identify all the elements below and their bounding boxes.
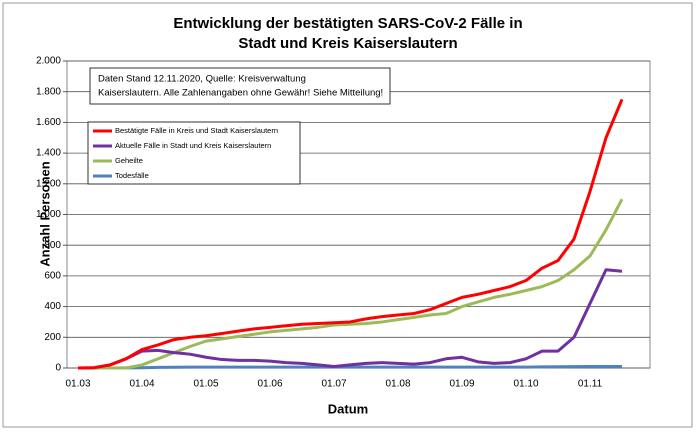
y-tick-label: 1.200 xyxy=(36,178,61,189)
y-tick-label: 200 xyxy=(44,332,61,343)
y-tick-label: 2.000 xyxy=(36,56,61,67)
legend-label: Geheilte xyxy=(115,156,143,165)
x-axis-label: Datum xyxy=(328,401,368,416)
x-tick-label: 01.05 xyxy=(193,379,218,390)
y-tick-label: 400 xyxy=(44,301,61,312)
y-tick-label: 0 xyxy=(55,363,61,374)
annotation-text: Daten Stand 12.11.2020, Quelle: Kreisver… xyxy=(98,74,306,85)
annotation-text: Kaiserslautern. Alle Zahlenangaben ohne … xyxy=(98,88,383,99)
series-line xyxy=(77,268,623,370)
x-tick-label: 01.11 xyxy=(578,379,603,390)
y-tick-label: 800 xyxy=(44,240,61,251)
y-tick-label: 600 xyxy=(44,271,61,282)
series-line xyxy=(77,98,624,370)
x-tick-label: 01.06 xyxy=(257,379,282,390)
chart-title: Entwicklung der bestätigten SARS-CoV-2 F… xyxy=(173,15,522,32)
y-tick-label: 1.800 xyxy=(36,86,61,97)
x-tick-label: 01.09 xyxy=(449,379,474,390)
y-tick-label: 1.400 xyxy=(36,148,61,159)
y-tick-label: 1.600 xyxy=(36,117,61,128)
legend-box xyxy=(87,121,301,185)
legend-label: Bestätigte Fälle in Kreis und Stadt Kais… xyxy=(115,126,278,135)
legend-label: Todesfälle xyxy=(115,171,149,180)
x-tick-label: 01.03 xyxy=(65,379,90,390)
x-tick-label: 01.10 xyxy=(513,379,538,390)
x-tick-label: 01.08 xyxy=(385,379,410,390)
legend-label: Aktuelle Fälle in Stadt und Kreis Kaiser… xyxy=(115,141,271,150)
x-tick-label: 01.07 xyxy=(321,379,346,390)
y-axis-label: Anzahl Personen xyxy=(37,161,52,267)
series-line xyxy=(78,198,624,370)
y-tick-label: 1.000 xyxy=(36,209,61,220)
chart-title: Stadt und Kreis Kaiserslautern xyxy=(238,35,457,52)
annotation-box xyxy=(89,67,391,105)
x-tick-label: 01.04 xyxy=(129,379,154,390)
series-line xyxy=(78,364,622,370)
